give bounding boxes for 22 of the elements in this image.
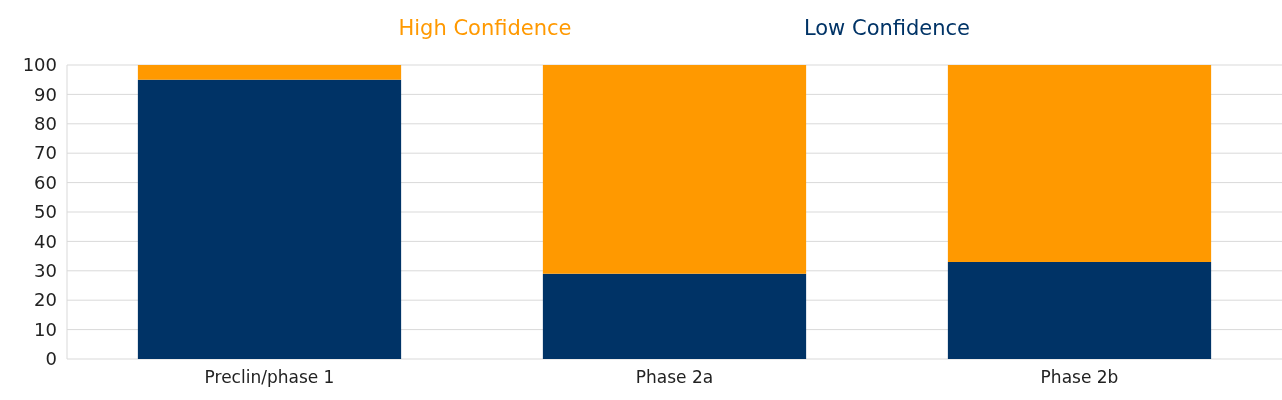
bar — [947, 65, 1212, 262]
text: Low Confidence — [803, 16, 971, 40]
y-tick-label: 70 — [34, 142, 57, 164]
x-tick-label: Preclin/phase 1 — [204, 367, 335, 388]
bar — [542, 65, 807, 274]
y-tick-label: 100 — [22, 54, 57, 76]
y-tick-label: 0 — [45, 348, 57, 370]
bar — [947, 261, 1212, 359]
y-tick-label: 20 — [34, 289, 57, 311]
y-tick-label: 90 — [34, 83, 57, 105]
bar — [542, 273, 807, 359]
y-tick-label: 80 — [34, 113, 57, 135]
y-tick-label: 60 — [34, 171, 57, 193]
y-tick-label: 10 — [34, 318, 57, 340]
bar — [137, 65, 402, 80]
bar — [137, 79, 402, 359]
y-tick-label: 30 — [34, 260, 57, 282]
x-tick-label: Phase 2b — [1040, 367, 1119, 388]
series-label: High Confidence — [398, 16, 572, 40]
y-tick-label: 40 — [34, 230, 57, 252]
y-tick-label: 50 — [34, 201, 57, 223]
x-tick-label: Phase 2a — [635, 367, 714, 388]
